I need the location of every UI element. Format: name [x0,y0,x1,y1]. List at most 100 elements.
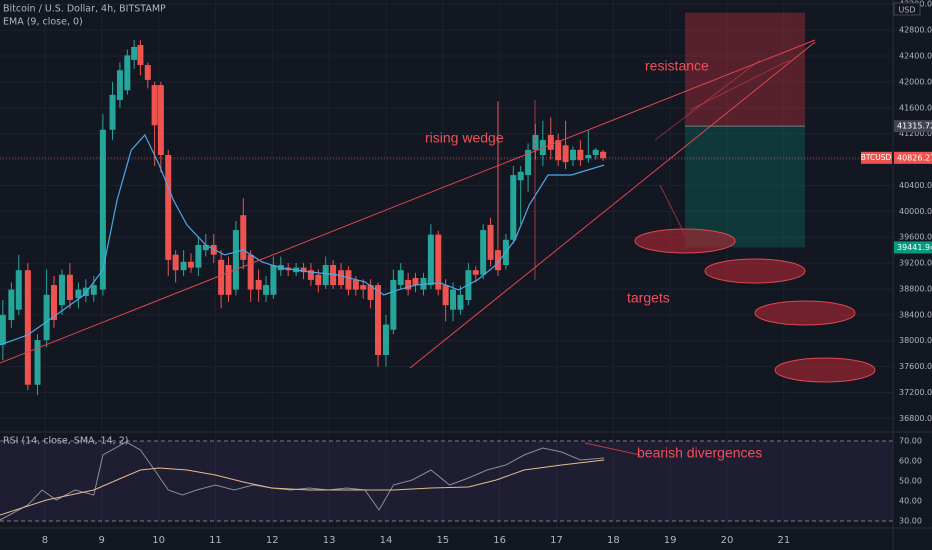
candle-body [187,261,194,268]
currency-box [893,2,921,16]
candle-body [144,65,151,80]
position-tool [685,12,805,248]
candle-body [510,175,517,240]
candle-body [457,294,464,310]
candle-body [360,285,367,290]
x-tick-label: 8 [42,535,48,546]
annotation: resistance [645,58,709,74]
y-tick-label: 38400.00 [899,310,932,319]
target-label-box [894,241,932,254]
last-price-label-box [894,151,932,164]
rsi-line [0,441,605,521]
x-tick-label: 9 [99,535,105,546]
candle-body [562,145,569,163]
candle-body [172,254,179,271]
y-tick-label: 41200.00 [899,129,932,138]
y-tick-label: 30.00 [899,517,922,526]
currency: USD [898,6,915,15]
candle-body [525,149,532,176]
candle-body [66,274,73,300]
candle-body [34,340,41,385]
candle-body [58,274,65,306]
candle-body [116,70,123,100]
target-ellipse [704,258,806,284]
candle-body [165,155,172,260]
candle-body [51,285,58,321]
candle-body [547,134,554,150]
wedge-lower-line [0,39,816,364]
candle-body [109,94,116,130]
y-tick-label: 40000.00 [899,207,932,216]
candle-body [345,270,352,290]
candle-body [435,234,442,290]
candle-body [585,155,592,159]
y-tick-label: 37600.00 [899,362,932,371]
y-tick-label: 40400.00 [899,181,932,190]
target-ellipse [754,300,856,326]
target-ellipse [774,357,876,383]
candle-body [390,279,397,330]
symbol-label: BTCUSD [861,153,892,162]
candle-body [569,149,576,161]
target-ellipse [634,228,736,254]
y-tick-label: 36800.00 [899,414,932,423]
y-tick-label: 39200.00 [899,259,932,268]
candle-body [8,289,15,321]
candle-body [412,277,419,286]
candle-body [494,250,501,271]
y-tick-label: 40.00 [899,497,922,506]
candle-body [137,44,144,66]
x-tick-label: 16 [493,535,506,546]
candle-body [225,265,232,295]
profit-zone [685,126,805,248]
candle-body [218,259,225,295]
candle-body [600,151,607,159]
candle-body [90,285,97,295]
rsi-line [0,459,605,516]
y-tick-label: 41600.00 [899,103,932,112]
x-tick-label: 10 [152,535,165,546]
candle-body [180,261,187,271]
axes: 8910111213141516171819202143200.0042800.… [42,0,932,546]
candle-body [352,279,359,290]
candle-body [338,270,345,286]
indicator-label: EMA (9, close, 0) [3,17,83,28]
y-tick-label: 50.00 [899,477,922,486]
projection-line [659,184,686,236]
last-price-label: 40826.27 [897,153,932,162]
y-tick-label: 60.00 [899,457,922,466]
indicator-label: RSI (14, close, SMA, 14, 2) [3,436,128,447]
candle-body [427,234,434,286]
x-tick-label: 13 [323,535,336,546]
y-tick-label: 42400.00 [899,51,932,60]
chart-title: Bitcoin / U.S. Dollar, 4h, BITSTAMP [3,4,166,15]
annotation: bearish divergences [637,445,762,461]
y-tick-label: 37200.00 [899,388,932,397]
candle-body [263,285,270,295]
candle-body [131,46,138,60]
x-tick-label: 18 [607,535,620,546]
x-tick-label: 19 [664,535,677,546]
candle-body [151,85,158,126]
candle-body [315,274,322,286]
candle-body [270,265,277,295]
symbol-box [861,151,892,164]
candle-body [472,270,479,275]
candle-body [99,129,106,290]
candle-body [487,224,494,260]
candle-body [367,285,374,300]
projection-line [689,59,791,111]
x-tick-label: 17 [550,535,563,546]
x-tick-label: 20 [721,535,734,546]
x-tick-label: 21 [777,535,790,546]
y-tick-label: 39600.00 [899,233,932,242]
candle-body [15,270,22,310]
drawings [0,39,876,456]
y-tick-label: 70.00 [899,437,922,446]
target-label: 39441.94 [897,243,932,252]
candle-body [240,215,247,260]
candle-body [397,270,404,286]
rsi-band [0,441,893,521]
candle-body [195,244,202,268]
